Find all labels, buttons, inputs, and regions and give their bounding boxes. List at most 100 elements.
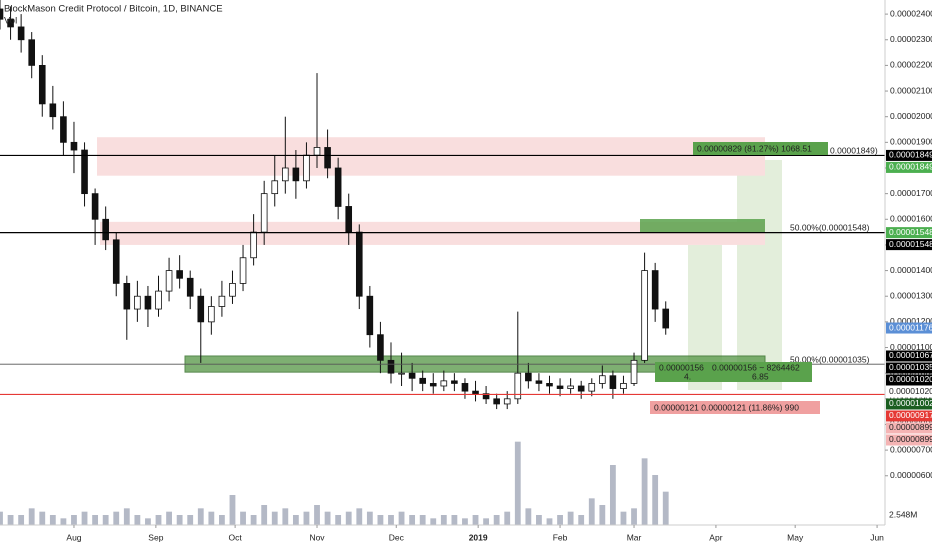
candle-body [620, 383, 627, 389]
price-label-bg [886, 149, 932, 161]
price-label-bg [886, 161, 932, 173]
volume-bar [208, 511, 215, 525]
y-tick-label: 0.00002200 [890, 60, 932, 70]
candle-body [229, 283, 236, 297]
y-tick-label: 0.00001900 [890, 137, 932, 147]
price-label: 0.00001548 [889, 227, 932, 237]
volume-bar [145, 518, 151, 525]
x-tick-label: Mar [627, 532, 642, 542]
volume-bar [292, 515, 299, 525]
volume-bar [652, 475, 659, 525]
candle-body [38, 65, 46, 105]
candle-body [197, 295, 205, 323]
candle-body [366, 295, 374, 336]
target-box [693, 142, 828, 155]
candle-body [303, 154, 310, 182]
volume-label: Vol [4, 16, 17, 27]
x-tick-label: Jun [870, 532, 884, 542]
volume-bar [81, 511, 88, 525]
candle-body [28, 39, 36, 66]
volume-bar [18, 515, 25, 525]
volume-bar [419, 515, 426, 525]
price-label: 0.00001849 [889, 162, 932, 172]
y-tick-label: 0.00000900 [890, 393, 932, 403]
candle-body [345, 206, 353, 233]
candle-body [440, 380, 448, 387]
candle-body [577, 385, 585, 392]
candle-body [260, 193, 268, 233]
candle-body [49, 103, 57, 118]
axis-labels: 0.00002400 0.00002300 0.00002200 0.00002100… [66, 8, 932, 542]
volume-bar [187, 515, 194, 525]
x-tick-label: Sep [148, 532, 163, 542]
candle-body [651, 270, 659, 310]
price-label: 0.00000899 [889, 434, 932, 444]
x-tick-label: 2019 [469, 532, 488, 542]
x-tick-label: Nov [309, 532, 325, 542]
x-tick-label: Feb [553, 532, 568, 542]
price-label: 0.00001035 [889, 362, 932, 372]
volume-bar [271, 511, 278, 525]
y-tick-label: 0.00000700 [890, 444, 932, 454]
candle-body [17, 26, 25, 41]
chart-title: BlockMason Credit Protocol / Bitcoin, 1D… [4, 4, 223, 15]
candle-body [250, 231, 257, 259]
y-tick-label: 0.00002300 [890, 34, 932, 44]
volume-bar [314, 505, 320, 525]
volume-bar [567, 511, 574, 525]
volume-bar [662, 491, 669, 525]
candle-body [334, 167, 342, 207]
stop-box [650, 401, 820, 414]
candle-body [408, 372, 416, 379]
candle-body [355, 231, 363, 297]
volume-bar [641, 458, 648, 525]
price-label: 0.00001067 [889, 350, 932, 360]
price-label: 0.00001548 [889, 239, 932, 249]
volume-bar [588, 498, 595, 525]
candle-body [112, 239, 120, 284]
target-text: 0.00000829 (81.27%) 1068.51 [697, 143, 812, 153]
candle-body [556, 385, 564, 389]
volume-bar [324, 511, 331, 525]
price-label: 0.00001002 [889, 398, 932, 408]
y-tick-label: 0.00001100 [890, 342, 932, 352]
y-tick-label: 0.00000600 [890, 470, 932, 480]
volume-bar [219, 515, 225, 525]
volume-bar [0, 511, 3, 525]
candle-body [503, 398, 511, 405]
y-tick-label: 0.00001700 [890, 188, 932, 198]
candle-body [546, 383, 553, 387]
candle-body [218, 295, 226, 307]
y-tick-label: 0.00002000 [890, 111, 932, 121]
candle-body [81, 149, 88, 195]
volume-bar [39, 511, 46, 525]
volume-bar [92, 515, 99, 525]
entry-text: 6.85 [752, 371, 769, 381]
volume-bar [536, 515, 542, 525]
candle-body [493, 398, 500, 405]
volume-bar [493, 515, 500, 525]
x-tick-label: Oct [229, 532, 243, 542]
stop-text: 0.00000121 0.00000121 (11.86%) 990 [654, 402, 799, 412]
candle-body [91, 193, 99, 220]
volume-bar [599, 505, 606, 525]
volume-bar [504, 511, 511, 525]
zones [97, 137, 766, 373]
zone [97, 137, 765, 176]
candle-body [144, 295, 152, 310]
volume-bar [398, 511, 405, 525]
candle-body [292, 167, 300, 182]
candle-body [102, 218, 109, 241]
x-tick-label: May [787, 532, 804, 542]
candle-body [313, 147, 321, 156]
candle-body [525, 372, 532, 382]
volume-bar [366, 511, 373, 525]
volume-bar [282, 508, 289, 525]
candle-body [662, 308, 670, 329]
volume-bar [514, 441, 521, 525]
candle-body [70, 141, 78, 151]
volume-bar [123, 508, 130, 525]
volume-bar [578, 515, 585, 525]
price-label-bg [886, 350, 932, 362]
